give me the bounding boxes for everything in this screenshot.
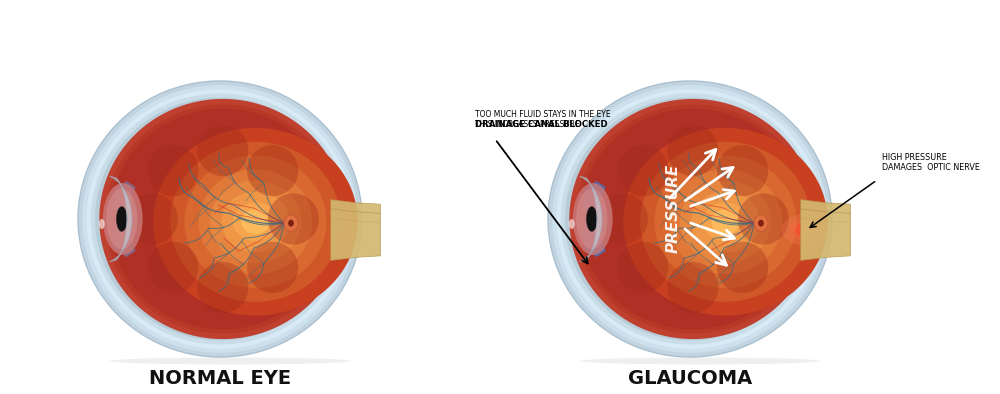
Polygon shape	[170, 142, 341, 302]
Polygon shape	[185, 156, 326, 288]
Polygon shape	[717, 145, 768, 196]
Polygon shape	[99, 99, 346, 339]
Polygon shape	[113, 181, 136, 211]
Polygon shape	[127, 193, 178, 245]
Polygon shape	[617, 242, 669, 293]
Polygon shape	[667, 262, 718, 313]
Ellipse shape	[579, 357, 821, 364]
Polygon shape	[87, 89, 353, 349]
Ellipse shape	[569, 219, 575, 229]
Ellipse shape	[116, 206, 127, 231]
Ellipse shape	[573, 183, 613, 255]
Polygon shape	[680, 180, 771, 263]
Polygon shape	[197, 125, 248, 176]
Polygon shape	[580, 176, 602, 262]
Polygon shape	[78, 81, 362, 357]
Polygon shape	[617, 145, 669, 196]
Polygon shape	[247, 242, 298, 293]
Polygon shape	[717, 242, 768, 293]
Polygon shape	[583, 227, 606, 257]
Ellipse shape	[576, 189, 607, 249]
Polygon shape	[738, 193, 789, 245]
Polygon shape	[113, 227, 136, 257]
Polygon shape	[597, 193, 648, 245]
Ellipse shape	[758, 220, 764, 227]
Polygon shape	[561, 93, 819, 345]
Polygon shape	[331, 200, 380, 260]
Ellipse shape	[586, 206, 597, 231]
Polygon shape	[801, 200, 850, 260]
Polygon shape	[109, 109, 336, 329]
Polygon shape	[110, 176, 132, 262]
Text: NORMAL EYE: NORMAL EYE	[149, 368, 291, 388]
Polygon shape	[233, 203, 278, 241]
Text: DRAINAGE CANAL BLOCKED: DRAINAGE CANAL BLOCKED	[475, 120, 608, 129]
Polygon shape	[691, 191, 760, 252]
Ellipse shape	[106, 189, 137, 249]
Polygon shape	[95, 98, 345, 340]
Ellipse shape	[288, 220, 294, 227]
Polygon shape	[105, 104, 341, 334]
Polygon shape	[565, 98, 815, 340]
Polygon shape	[569, 99, 816, 339]
Polygon shape	[153, 128, 358, 316]
Text: HIGH PRESSURE
DAMAGES  OPTIC NERVE: HIGH PRESSURE DAMAGES OPTIC NERVE	[882, 152, 980, 172]
Polygon shape	[147, 242, 199, 293]
Ellipse shape	[284, 215, 298, 231]
Polygon shape	[241, 209, 270, 234]
Polygon shape	[552, 85, 828, 353]
Polygon shape	[268, 193, 319, 245]
Polygon shape	[640, 142, 811, 302]
Polygon shape	[91, 93, 349, 345]
Polygon shape	[655, 156, 797, 288]
Polygon shape	[247, 145, 298, 196]
Ellipse shape	[789, 219, 822, 241]
Polygon shape	[210, 180, 301, 263]
Polygon shape	[711, 209, 740, 234]
Polygon shape	[583, 181, 606, 211]
Polygon shape	[199, 169, 312, 274]
Polygon shape	[557, 89, 823, 349]
Text: GLAUCOMA: GLAUCOMA	[628, 368, 752, 388]
Polygon shape	[579, 109, 806, 329]
Polygon shape	[221, 191, 290, 252]
Polygon shape	[575, 104, 811, 334]
Text: PRESSURE: PRESSURE	[665, 164, 680, 253]
Polygon shape	[667, 125, 718, 176]
Ellipse shape	[109, 357, 351, 364]
Ellipse shape	[782, 214, 830, 246]
Ellipse shape	[754, 215, 768, 231]
Polygon shape	[623, 128, 828, 316]
Ellipse shape	[103, 183, 143, 255]
Ellipse shape	[795, 223, 816, 237]
Polygon shape	[669, 169, 782, 274]
Polygon shape	[548, 81, 832, 357]
Ellipse shape	[99, 219, 105, 229]
Polygon shape	[147, 145, 199, 196]
Text: TOO MUCH FLUID STAYS IN THE EYE
THIS INCREASES PRESSURE: TOO MUCH FLUID STAYS IN THE EYE THIS INC…	[475, 99, 611, 129]
Polygon shape	[703, 203, 748, 241]
Polygon shape	[82, 85, 358, 353]
Polygon shape	[197, 262, 248, 313]
